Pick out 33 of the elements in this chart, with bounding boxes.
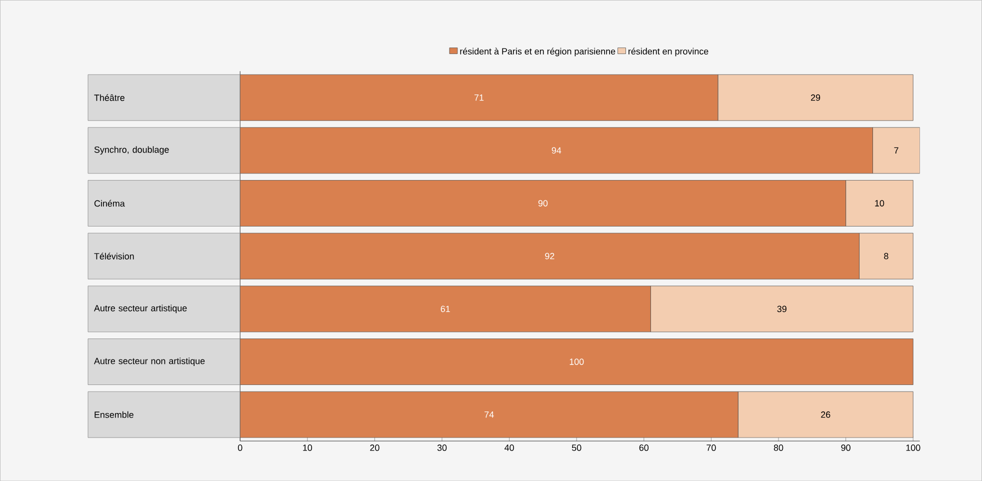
y-tick-label: Cinéma: [94, 200, 125, 207]
data-label: 26: [821, 411, 830, 418]
x-tick-label: 10: [303, 444, 312, 451]
data-label: 90: [538, 200, 548, 206]
x-tick-label: 50: [572, 444, 582, 451]
x-tick-label: 80: [774, 444, 784, 451]
x-tick-label: 0: [238, 444, 242, 451]
x-tick-label: 60: [639, 444, 649, 451]
data-label: 61: [440, 306, 450, 312]
x-tick-label: 20: [370, 444, 380, 451]
x-tick-label: 30: [437, 444, 447, 451]
legend-label: résident à Paris et en région parisienne: [460, 48, 616, 56]
x-tick-label: 40: [504, 444, 514, 451]
y-tick-label: Autre secteur non artistique: [94, 358, 205, 366]
data-label: 39: [777, 306, 786, 312]
data-label: 94: [552, 147, 562, 154]
y-tick-label: Ensemble: [94, 411, 134, 418]
data-label: 7: [894, 147, 898, 154]
legend-label: résident en province: [628, 48, 708, 56]
data-label: 74: [484, 411, 494, 418]
data-label: 29: [810, 94, 820, 101]
y-tick-label: Théâtre: [94, 94, 124, 101]
data-label: 8: [884, 252, 888, 260]
data-label: 10: [875, 200, 884, 206]
y-tick-label: Synchro, doublage: [94, 146, 169, 155]
x-tick-label: 70: [706, 444, 716, 451]
x-tick-label: 100: [906, 444, 920, 451]
y-tick-label: Autre secteur artistique: [94, 304, 187, 314]
data-label: 92: [545, 252, 554, 260]
x-tick-label: 90: [841, 444, 850, 451]
data-label: 100: [570, 358, 584, 365]
data-label: 71: [474, 94, 484, 101]
y-tick-label: Télévision: [94, 252, 134, 260]
